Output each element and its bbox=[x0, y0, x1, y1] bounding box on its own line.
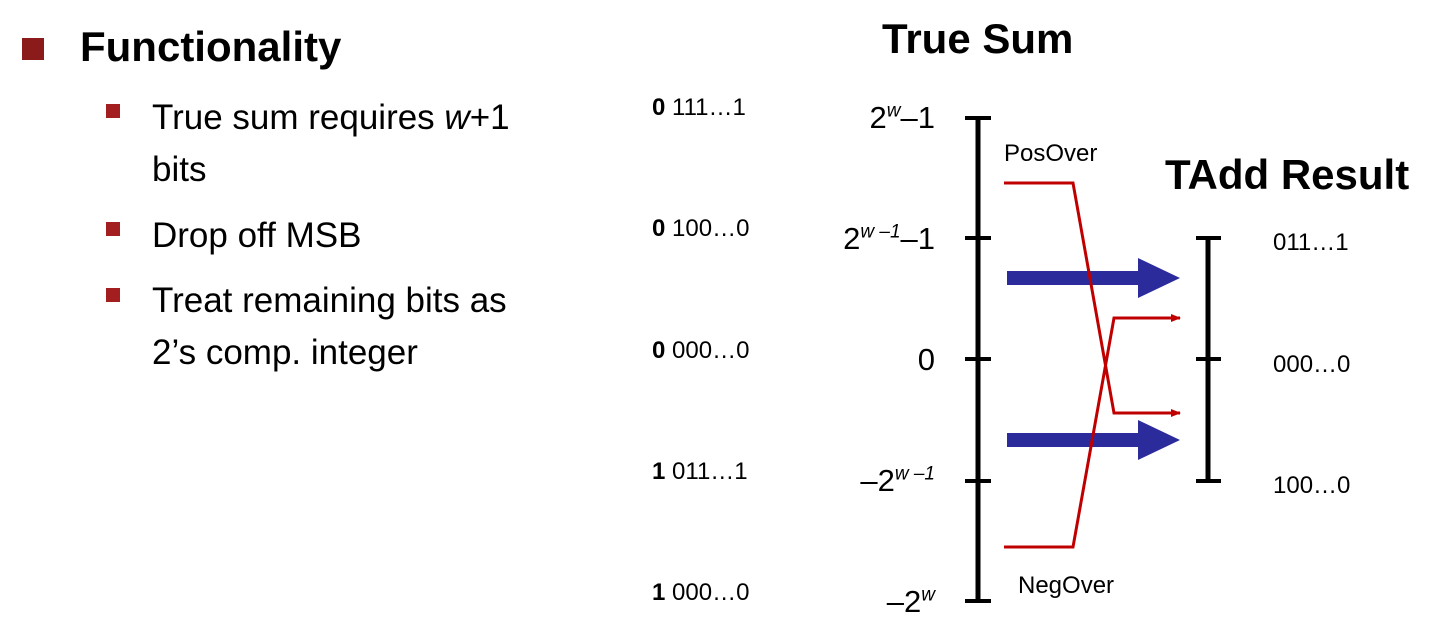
binary-label: 1 000…0 bbox=[652, 579, 750, 606]
value-neg-2w: –2w bbox=[886, 584, 935, 619]
tadd-label: 000…0 bbox=[1273, 351, 1351, 378]
heading: Functionality bbox=[80, 23, 342, 70]
bullet-icon bbox=[106, 222, 120, 236]
binary-label: 1 011…1 bbox=[652, 458, 748, 485]
bullet-2: Drop off MSB bbox=[152, 216, 362, 255]
binary-label: 0 000…0 bbox=[652, 337, 750, 364]
binary-label: 0 111…1 bbox=[652, 94, 746, 121]
bullet-3-line-1: Treat remaining bits as bbox=[152, 281, 507, 320]
value-zero: 0 bbox=[917, 342, 935, 377]
binary-label: 0 100…0 bbox=[652, 215, 750, 242]
blue-arrow-bottom bbox=[1007, 420, 1180, 460]
tadd-result-title: TAdd Result bbox=[1165, 151, 1410, 198]
bullet-1-line-2: bits bbox=[152, 150, 207, 189]
bullet-icon bbox=[106, 104, 120, 118]
blue-arrow-top bbox=[1007, 258, 1180, 298]
tadd-label: 100…0 bbox=[1273, 472, 1351, 499]
value-neg-2w-1: –2w –1 bbox=[860, 463, 935, 498]
value-2w-1-minus-1: 2w –1–1 bbox=[843, 221, 935, 256]
neg-over-line bbox=[1004, 314, 1181, 549]
value-2w-minus-1: 2w–1 bbox=[869, 100, 935, 135]
bullet-icon bbox=[106, 288, 120, 302]
neg-over-label: NegOver bbox=[1018, 572, 1115, 599]
tadd-label: 011…1 bbox=[1273, 229, 1349, 256]
bullet-3-line-2: 2’s comp. integer bbox=[152, 333, 418, 372]
true-sum-title: True Sum bbox=[882, 15, 1074, 62]
pos-over-label: PosOver bbox=[1004, 140, 1098, 167]
pos-over-line bbox=[1004, 181, 1181, 417]
bullet-1-line-1: True sum requires w+1 bbox=[152, 98, 510, 137]
heading-bullet-icon bbox=[22, 38, 44, 60]
